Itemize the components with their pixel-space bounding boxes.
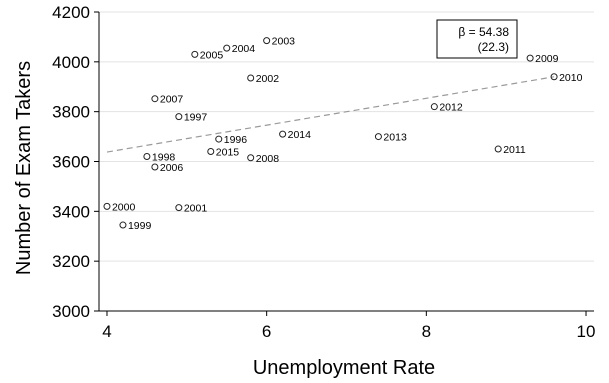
point-label-1999: 1999 xyxy=(128,220,152,232)
point-2002 xyxy=(247,74,255,82)
point-2001 xyxy=(175,204,183,212)
fit-line xyxy=(106,76,555,153)
point-1997 xyxy=(175,113,183,121)
beta-standard-error: (22.3) xyxy=(478,40,509,54)
point-1999 xyxy=(119,221,127,229)
point-label-2013: 2013 xyxy=(383,132,407,144)
y-tick-label-4000: 4000 xyxy=(52,53,90,72)
point-label-2004: 2004 xyxy=(232,43,256,55)
point-label-1997: 1997 xyxy=(184,112,208,124)
point-label-1998: 1998 xyxy=(152,152,176,164)
x-tick-label-10: 10 xyxy=(577,322,596,341)
x-tick-label-6: 6 xyxy=(262,322,271,341)
point-label-2000: 2000 xyxy=(112,201,136,213)
point-label-2010: 2010 xyxy=(559,72,583,84)
grid-lines xyxy=(99,11,594,262)
x-tick-label-4: 4 xyxy=(102,322,111,341)
point-2010 xyxy=(550,73,558,81)
point-2004 xyxy=(223,44,231,52)
point-label-2005: 2005 xyxy=(200,49,224,61)
point-label-2002: 2002 xyxy=(256,73,280,85)
point-2012 xyxy=(430,103,438,111)
data-points: 1996 1997 1998 1999 2000 2001 2002 2003 2004 2005… xyxy=(103,36,583,232)
point-label-2003: 2003 xyxy=(272,36,296,48)
point-label-2011: 2011 xyxy=(503,144,526,156)
coefficient-box: β = 54.38 (22.3) xyxy=(436,19,518,59)
point-label-2001: 2001 xyxy=(184,203,208,215)
point-1996 xyxy=(215,135,223,143)
point-2003 xyxy=(263,37,271,45)
point-label-2015: 2015 xyxy=(216,147,240,159)
point-2009 xyxy=(526,54,534,62)
x-axis-title: Unemployment Rate xyxy=(253,357,435,379)
y-tick-label-3400: 3400 xyxy=(52,202,90,221)
x-tick-label-8: 8 xyxy=(422,322,431,341)
y-tick-label-3600: 3600 xyxy=(52,153,90,172)
point-label-1996: 1996 xyxy=(224,134,248,146)
point-label-2006: 2006 xyxy=(160,162,184,174)
y-tick-label-3200: 3200 xyxy=(52,252,90,271)
point-2000 xyxy=(103,202,111,210)
point-2015 xyxy=(207,148,215,156)
point-label-2012: 2012 xyxy=(439,102,463,114)
coefficient-box-frame xyxy=(436,19,518,59)
y-tick-label-4200: 4200 xyxy=(52,3,90,22)
y-tick-label-3800: 3800 xyxy=(52,103,90,122)
point-2013 xyxy=(374,133,382,141)
y-axis-title: Number of Exam Takers xyxy=(13,61,35,275)
point-label-2007: 2007 xyxy=(160,94,184,106)
point-1998 xyxy=(143,153,151,161)
y-tick-label-3000: 3000 xyxy=(52,302,90,321)
axes xyxy=(94,11,594,316)
point-2008 xyxy=(247,154,255,162)
beta-value: β = 54.38 xyxy=(458,25,509,39)
point-label-2008: 2008 xyxy=(256,153,280,165)
point-label-2014: 2014 xyxy=(288,129,312,141)
point-2005 xyxy=(191,50,199,58)
point-2014 xyxy=(279,130,287,138)
point-2006 xyxy=(151,163,159,171)
point-2007 xyxy=(151,95,159,103)
point-label-2009: 2009 xyxy=(535,53,559,65)
point-2011 xyxy=(494,145,502,153)
